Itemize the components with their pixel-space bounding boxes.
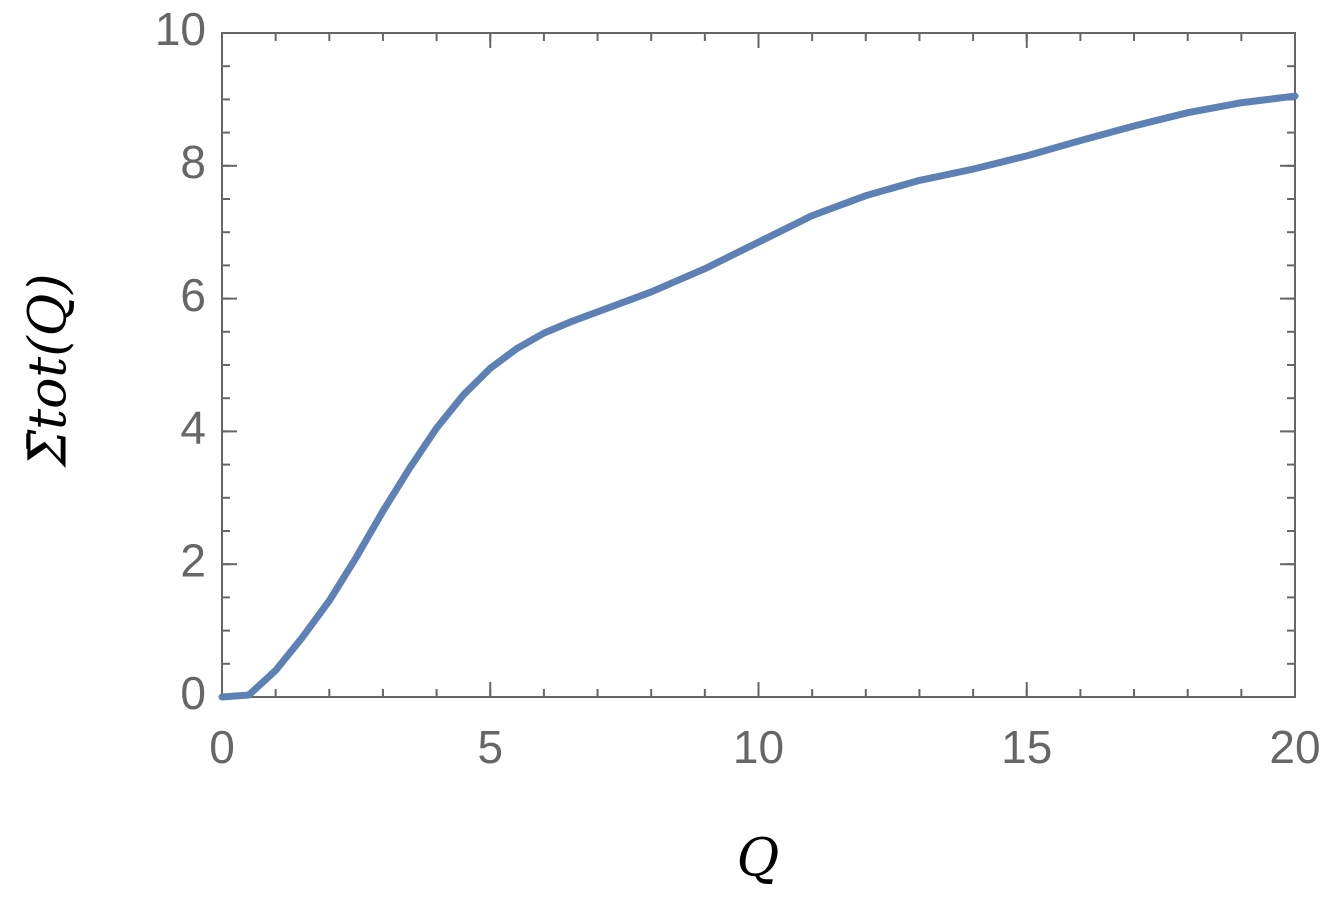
x-axis-label: Q — [737, 829, 780, 889]
y-tick-label: 0 — [180, 667, 206, 719]
y-axis-label: Σ̄tot(Q) — [19, 273, 79, 468]
y-tick-label: 6 — [180, 269, 206, 321]
x-tick-label: 20 — [1269, 721, 1320, 773]
y-tick-label: 4 — [180, 402, 206, 454]
x-tick-label: 0 — [209, 721, 235, 773]
y-tick-label: 8 — [180, 136, 206, 188]
x-tick-label: 10 — [733, 721, 784, 773]
x-tick-label: 5 — [477, 721, 503, 773]
y-tick-label: 10 — [155, 3, 206, 55]
y-tick-label: 2 — [180, 534, 206, 586]
data-line — [218, 92, 1299, 701]
plot-frame — [221, 32, 1296, 698]
x-tick-label: 15 — [1001, 721, 1052, 773]
